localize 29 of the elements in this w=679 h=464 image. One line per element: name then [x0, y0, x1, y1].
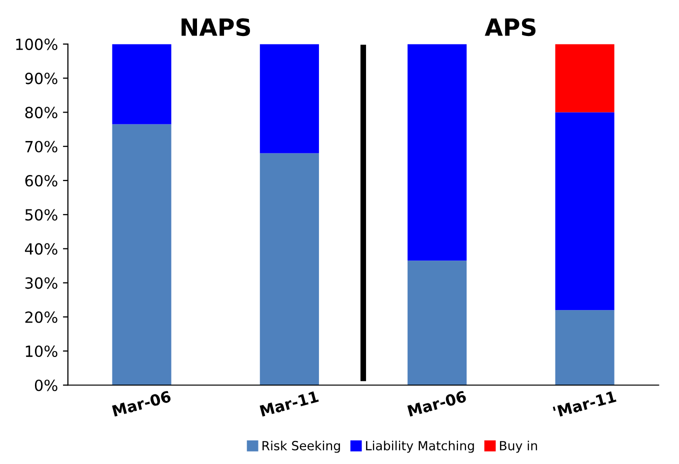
x-tick-label: 'Mar-11	[552, 390, 616, 418]
legend-label: Risk Seeking	[262, 440, 340, 453]
bar	[408, 260, 467, 386]
y-tick-label: 100%	[16, 38, 58, 50]
y-tick-label: 30%	[25, 277, 58, 289]
text: APS	[484, 18, 536, 36]
text: NAPS	[182, 18, 250, 36]
bar	[112, 44, 172, 124]
y-tick-label: 60%	[25, 174, 58, 187]
x-tick-label: Mar-06	[112, 390, 172, 417]
bar	[555, 112, 614, 310]
y-tick-label: 90%	[25, 72, 58, 84]
bar	[408, 44, 467, 261]
legend-label: Buy in	[500, 440, 537, 453]
bar	[555, 310, 614, 386]
bar	[260, 153, 319, 386]
bar	[555, 44, 614, 112]
y-tick-label: 0%	[34, 380, 58, 392]
bar	[112, 124, 172, 386]
y-tick-label: 10%	[26, 345, 58, 358]
y-tick-label: 50%	[25, 209, 58, 221]
x-tick-label: Mar-11	[260, 390, 319, 417]
bar	[260, 44, 319, 154]
y-tick-label: 20%	[25, 311, 58, 323]
y-tick-label: 40%	[24, 243, 58, 255]
y-tick-label: 80%	[25, 106, 58, 118]
legend-label: Liability Matching	[366, 440, 474, 453]
x-tick-label: Mar-06	[407, 390, 467, 417]
y-tick-label: 70%	[25, 140, 58, 152]
